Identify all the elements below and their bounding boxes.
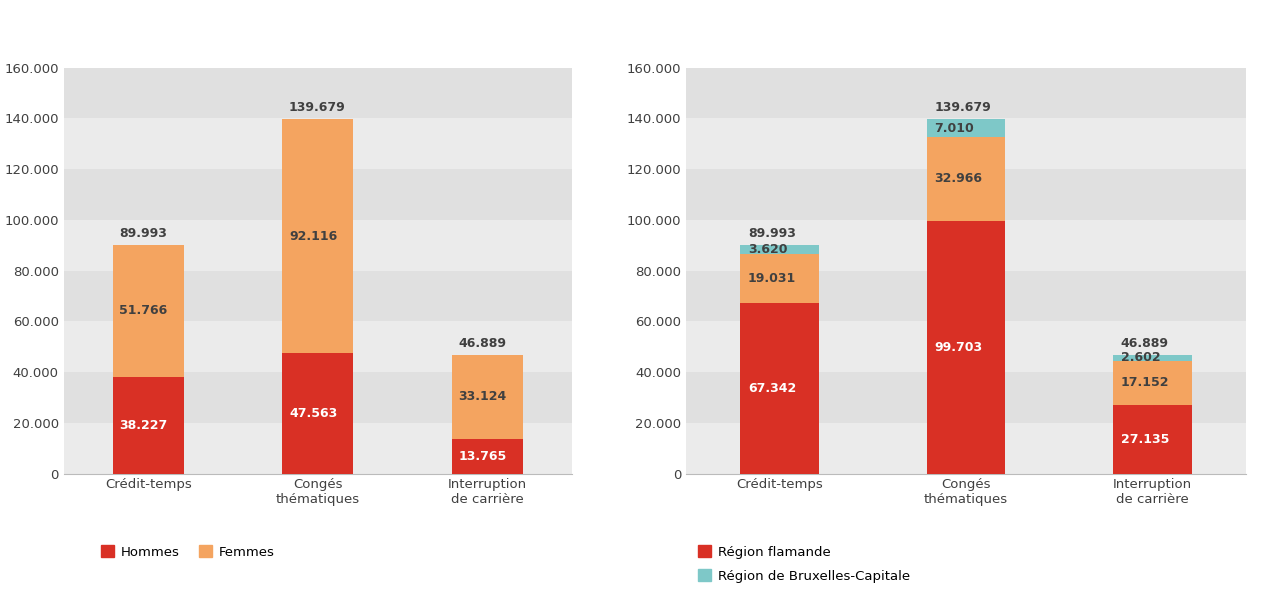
Bar bbox=[64, 169, 572, 220]
Bar bbox=[686, 423, 1246, 474]
Text: 51.766: 51.766 bbox=[119, 304, 168, 317]
Text: 46.889: 46.889 bbox=[1121, 337, 1168, 349]
Legend: Hommes, Femmes: Hommes, Femmes bbox=[95, 540, 280, 564]
Bar bbox=[451, 439, 522, 474]
Bar bbox=[741, 303, 819, 474]
Text: 32.966: 32.966 bbox=[934, 172, 982, 185]
Bar bbox=[927, 137, 1005, 221]
Text: 99.703: 99.703 bbox=[934, 340, 982, 353]
Bar bbox=[451, 355, 522, 439]
Text: 139.679: 139.679 bbox=[289, 101, 346, 114]
Text: 67.342: 67.342 bbox=[747, 382, 796, 395]
Legend: Région flamande, Région de Bruxelles-Capitale, Région wallonne: Région flamande, Région de Bruxelles-Cap… bbox=[693, 540, 915, 592]
Bar bbox=[741, 245, 819, 255]
Bar bbox=[686, 118, 1246, 169]
Text: 17.152: 17.152 bbox=[1121, 377, 1169, 390]
Bar bbox=[686, 372, 1246, 423]
Text: 38.227: 38.227 bbox=[119, 419, 168, 432]
Text: 139.679: 139.679 bbox=[934, 101, 991, 114]
Text: 92.116: 92.116 bbox=[289, 230, 337, 243]
Bar bbox=[64, 220, 572, 271]
Bar bbox=[282, 353, 353, 474]
Bar bbox=[113, 377, 184, 474]
Bar bbox=[741, 255, 819, 303]
Bar bbox=[686, 220, 1246, 271]
Bar bbox=[64, 118, 572, 169]
Text: 19.031: 19.031 bbox=[747, 272, 796, 285]
Text: 33.124: 33.124 bbox=[459, 390, 507, 403]
Bar bbox=[686, 271, 1246, 321]
Bar bbox=[282, 119, 353, 353]
Bar bbox=[64, 271, 572, 321]
Text: 89.993: 89.993 bbox=[119, 227, 168, 240]
Bar bbox=[686, 321, 1246, 372]
Text: 3.620: 3.620 bbox=[747, 243, 787, 256]
Bar bbox=[927, 119, 1005, 137]
Text: 2.602: 2.602 bbox=[1121, 352, 1160, 365]
Bar bbox=[113, 245, 184, 377]
Bar bbox=[686, 67, 1246, 118]
Bar bbox=[686, 169, 1246, 220]
Bar bbox=[1113, 361, 1191, 405]
Text: 46.889: 46.889 bbox=[459, 337, 506, 349]
Bar bbox=[1113, 405, 1191, 474]
Bar bbox=[927, 221, 1005, 474]
Text: 13.765: 13.765 bbox=[459, 450, 507, 462]
Text: 89.993: 89.993 bbox=[747, 227, 796, 240]
Bar bbox=[64, 321, 572, 372]
Bar bbox=[64, 372, 572, 423]
Text: 47.563: 47.563 bbox=[289, 407, 337, 420]
Bar bbox=[1113, 355, 1191, 361]
Text: 7.010: 7.010 bbox=[934, 121, 974, 134]
Text: 27.135: 27.135 bbox=[1121, 433, 1169, 446]
Bar bbox=[64, 67, 572, 118]
Bar bbox=[64, 423, 572, 474]
